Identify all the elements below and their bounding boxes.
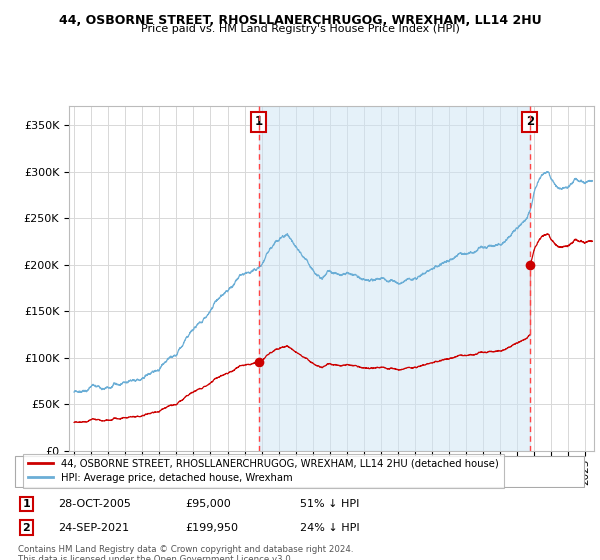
Text: 44, OSBORNE STREET, RHOSLLANERCHRUGOG, WREXHAM, LL14 2HU: 44, OSBORNE STREET, RHOSLLANERCHRUGOG, W…: [59, 14, 541, 27]
Text: 1: 1: [254, 115, 263, 128]
Text: This data is licensed under the Open Government Licence v3.0.: This data is licensed under the Open Gov…: [18, 554, 293, 560]
Text: 2: 2: [23, 523, 30, 533]
FancyBboxPatch shape: [15, 456, 584, 487]
Text: 24-SEP-2021: 24-SEP-2021: [58, 523, 129, 533]
Text: Price paid vs. HM Land Registry's House Price Index (HPI): Price paid vs. HM Land Registry's House …: [140, 24, 460, 34]
Text: 2: 2: [526, 115, 534, 128]
Text: 51% ↓ HPI: 51% ↓ HPI: [300, 499, 359, 509]
Text: £199,950: £199,950: [185, 523, 238, 533]
Text: 28-OCT-2005: 28-OCT-2005: [58, 499, 131, 509]
Text: 1: 1: [23, 499, 30, 509]
Bar: [259, 106, 530, 451]
Text: £95,000: £95,000: [185, 499, 230, 509]
Text: 24% ↓ HPI: 24% ↓ HPI: [300, 523, 359, 533]
Text: Contains HM Land Registry data © Crown copyright and database right 2024.: Contains HM Land Registry data © Crown c…: [18, 545, 353, 554]
Legend: 44, OSBORNE STREET, RHOSLLANERCHRUGOG, WREXHAM, LL14 2HU (detached house), HPI: : 44, OSBORNE STREET, RHOSLLANERCHRUGOG, W…: [23, 454, 503, 488]
